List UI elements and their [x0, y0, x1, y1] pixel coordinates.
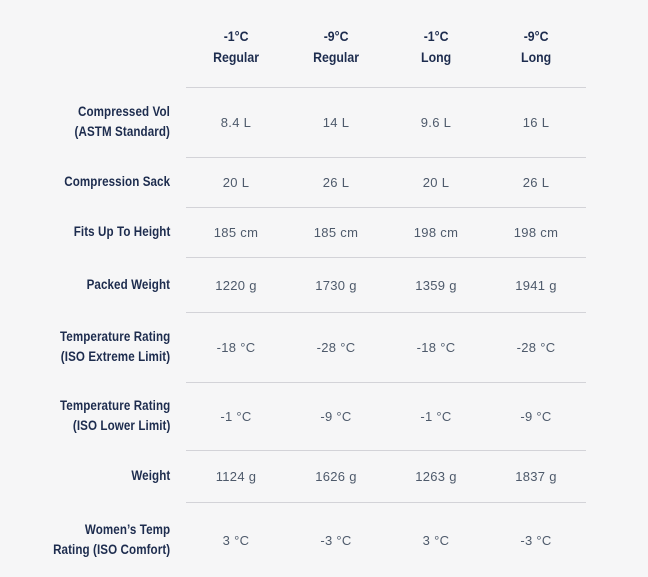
header-label-spacer — [0, 0, 186, 87]
spec-value: -28 °C — [316, 340, 356, 355]
spec-row-packed-weight: Packed Weight 1220 g 1730 g 1359 g 1941 … — [0, 257, 648, 312]
row-label: Packed Weight — [86, 276, 170, 292]
spec-value: 20 L — [222, 175, 250, 190]
spec-value: 185 cm — [313, 225, 359, 240]
row-label: Weight — [130, 468, 170, 483]
column-header-neg9-regular: -9°C Regular — [286, 0, 386, 87]
spec-value: 1941 g — [515, 277, 557, 293]
column-temp: -1°C — [423, 27, 449, 44]
spec-row-womens-temp-rating: Women’s Temp Rating (ISO Comfort) 3 °C -… — [0, 502, 648, 577]
spec-value: 26 L — [322, 175, 350, 190]
column-fit: Regular — [213, 48, 259, 65]
spec-value: 1220 g — [215, 277, 257, 293]
spec-value: -1 °C — [220, 409, 252, 424]
spec-row-temp-rating-extreme: Temperature Rating (ISO Extreme Limit) -… — [0, 312, 648, 382]
spec-value: 3 °C — [222, 532, 250, 548]
spec-row-temp-rating-lower: Temperature Rating (ISO Lower Limit) -1 … — [0, 382, 648, 450]
row-label: Compressed Vol (ASTM Standard) — [74, 104, 170, 139]
spec-value: 185 cm — [213, 225, 259, 240]
column-fit: Long — [520, 48, 552, 65]
spec-row-fits-up-to-height: Fits Up To Height 185 cm 185 cm 198 cm 1… — [0, 207, 648, 257]
column-temp: -9°C — [523, 27, 549, 44]
row-label: Women’s Temp Rating (ISO Comfort) — [52, 521, 170, 557]
spec-value: 20 L — [422, 175, 450, 190]
spec-value: 1263 g — [415, 469, 457, 484]
spec-value: 1626 g — [315, 469, 357, 484]
spec-value: -3 °C — [320, 532, 352, 548]
spec-value: 16 L — [522, 115, 550, 130]
spec-row-weight: Weight 1124 g 1626 g 1263 g 1837 g — [0, 450, 648, 502]
spec-value: -1 °C — [420, 409, 452, 424]
column-header-neg9-long: -9°C Long — [486, 0, 586, 87]
spec-value: -28 °C — [516, 340, 556, 355]
row-label: Temperature Rating (ISO Extreme Limit) — [59, 329, 170, 364]
spec-value: -18 °C — [216, 340, 256, 355]
spec-value: 14 L — [322, 115, 350, 130]
row-label: Compression Sack — [64, 174, 170, 189]
header-columns: -1°C Regular -9°C Regular -1°C Long -9°C… — [186, 0, 586, 87]
column-header-neg1-long: -1°C Long — [386, 0, 486, 87]
spec-value: -9 °C — [520, 409, 552, 424]
spec-row-compression-sack: Compression Sack 20 L 26 L 20 L 26 L — [0, 157, 648, 207]
column-header-neg1-regular: -1°C Regular — [186, 0, 286, 87]
row-label: Temperature Rating (ISO Lower Limit) — [59, 398, 170, 433]
spec-value: 1359 g — [415, 277, 457, 293]
spec-value: 9.6 L — [420, 115, 452, 130]
column-fit: Regular — [313, 48, 359, 65]
spec-value: 1730 g — [315, 277, 357, 293]
spec-row-compressed-vol: Compressed Vol (ASTM Standard) 8.4 L 14 … — [0, 87, 648, 157]
spec-value: 1837 g — [515, 469, 557, 484]
column-temp: -9°C — [323, 27, 349, 44]
spec-value: 198 cm — [413, 225, 459, 240]
spec-value: -9 °C — [320, 409, 352, 424]
column-fit: Long — [420, 48, 452, 65]
spec-value: 8.4 L — [220, 115, 252, 130]
table-header-row: -1°C Regular -9°C Regular -1°C Long -9°C… — [0, 0, 648, 87]
spec-value: 3 °C — [422, 532, 450, 548]
spec-value: 198 cm — [513, 225, 559, 240]
row-label: Fits Up To Height — [73, 224, 170, 239]
column-temp: -1°C — [223, 27, 249, 44]
spec-value: 1124 g — [215, 469, 257, 484]
spec-value: 26 L — [522, 175, 550, 190]
spec-value: -3 °C — [520, 532, 552, 548]
spec-value: -18 °C — [416, 340, 456, 355]
